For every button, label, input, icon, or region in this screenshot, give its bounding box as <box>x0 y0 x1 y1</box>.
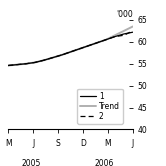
2 <box>7 65 9 67</box>
Trend <box>123 33 125 35</box>
Trend <box>34 61 36 63</box>
1 <box>25 63 27 65</box>
Line: 2: 2 <box>8 31 133 66</box>
1 <box>16 64 18 66</box>
1 <box>34 61 36 63</box>
Text: 2006: 2006 <box>95 159 114 166</box>
1 <box>7 65 9 67</box>
2 <box>123 34 125 36</box>
2 <box>96 42 98 44</box>
Trend <box>79 48 81 50</box>
Text: 2005: 2005 <box>22 159 41 166</box>
Trend <box>25 63 27 65</box>
Legend: 1, Trend, 2: 1, Trend, 2 <box>77 89 123 124</box>
2 <box>79 48 81 50</box>
Trend <box>52 57 54 59</box>
Trend <box>7 65 9 67</box>
Trend <box>70 51 72 53</box>
2 <box>25 63 27 65</box>
2 <box>70 51 72 53</box>
2 <box>105 39 107 41</box>
2 <box>52 57 54 59</box>
Trend <box>132 31 134 33</box>
1 <box>87 45 89 47</box>
Line: Trend: Trend <box>8 32 133 66</box>
Trend <box>16 64 18 66</box>
2 <box>132 30 134 32</box>
1 <box>132 26 134 28</box>
Trend <box>61 54 63 56</box>
2 <box>16 64 18 66</box>
1 <box>61 54 63 56</box>
1 <box>52 57 54 59</box>
Trend <box>114 36 116 38</box>
1 <box>114 34 116 36</box>
Text: '000: '000 <box>116 10 133 19</box>
Trend <box>96 42 98 44</box>
1 <box>105 39 107 41</box>
1 <box>79 48 81 50</box>
2 <box>43 59 45 61</box>
2 <box>114 36 116 38</box>
2 <box>87 45 89 47</box>
Trend <box>43 59 45 61</box>
1 <box>96 42 98 44</box>
1 <box>70 51 72 53</box>
1 <box>43 59 45 61</box>
1 <box>123 30 125 32</box>
2 <box>34 61 36 63</box>
2 <box>61 54 63 56</box>
Trend <box>87 45 89 47</box>
Trend <box>105 39 107 41</box>
Line: 1: 1 <box>8 27 133 66</box>
